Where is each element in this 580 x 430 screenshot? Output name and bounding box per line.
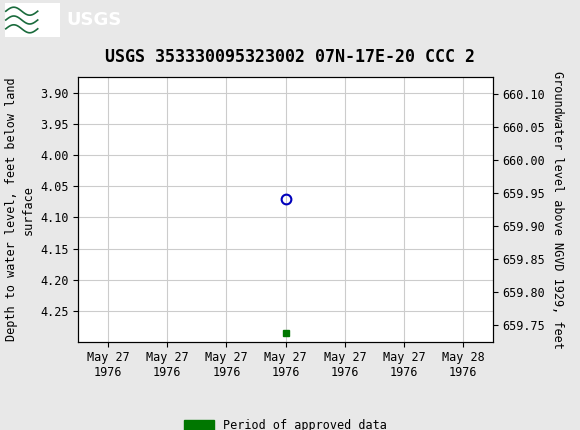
Bar <box>5 3 60 37</box>
Y-axis label: Depth to water level, feet below land
surface: Depth to water level, feet below land su… <box>5 78 35 341</box>
Text: USGS: USGS <box>67 11 122 29</box>
Legend: Period of approved data: Period of approved data <box>180 414 392 430</box>
Text: USGS 353330095323002 07N-17E-20 CCC 2: USGS 353330095323002 07N-17E-20 CCC 2 <box>105 48 475 66</box>
Y-axis label: Groundwater level above NGVD 1929, feet: Groundwater level above NGVD 1929, feet <box>551 71 564 349</box>
